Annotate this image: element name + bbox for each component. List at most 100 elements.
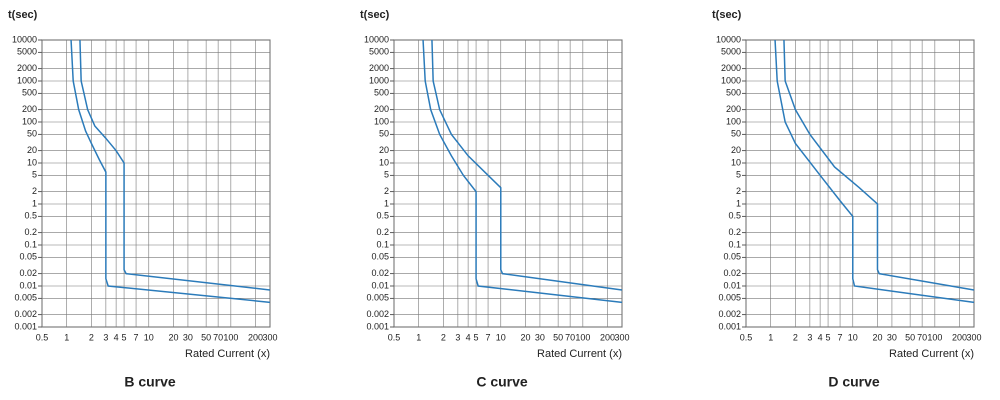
x-tick-label: 100 [927, 332, 942, 342]
y-tick-label: 20 [379, 145, 389, 155]
y-tick-label: 0.002 [718, 309, 741, 319]
x-tick-label: 1 [64, 332, 69, 342]
y-tick-label: 10000 [12, 34, 37, 44]
x-tick-label: 4 [466, 332, 471, 342]
x-tick-label: 7 [134, 332, 139, 342]
y-tick-label: 1000 [369, 75, 389, 85]
y-tick-label: 1 [384, 198, 389, 208]
y-tick-label: 50 [27, 129, 37, 139]
y-tick-label: 0.005 [14, 293, 37, 303]
y-tick-label: 5 [384, 170, 389, 180]
y-tick-label: 10 [731, 157, 741, 167]
y-tick-label: 500 [726, 88, 741, 98]
x-tick-label: 3 [455, 332, 460, 342]
x-tick-label: 20 [520, 332, 530, 342]
x-tick-label: 30 [887, 332, 897, 342]
x-tick-label: 300 [614, 332, 629, 342]
x-tick-label: 50 [905, 332, 915, 342]
x-tick-label: 5 [122, 332, 127, 342]
y-tick-label: 50 [379, 129, 389, 139]
plot-frame [393, 39, 623, 328]
trip-curve [70, 39, 271, 304]
y-tick-label: 200 [374, 104, 389, 114]
y-tick-label: 5 [736, 170, 741, 180]
y-tick-label: 0.001 [366, 321, 389, 331]
y-tick-label: 0.002 [366, 309, 389, 319]
y-tick-label: 1 [736, 198, 741, 208]
x-tick-label: 10 [496, 332, 506, 342]
y-tick-label: 200 [726, 104, 741, 114]
y-tick-label: 0.1 [728, 239, 741, 249]
y-tick-label: 5000 [721, 47, 741, 57]
y-tick-label: 1000 [17, 75, 37, 85]
trip-curve [774, 39, 975, 304]
y-tick-label: 0.05 [19, 252, 37, 262]
y-tick-label: 200 [22, 104, 37, 114]
y-tick-label: 2000 [17, 63, 37, 73]
y-tick-label: 1000 [721, 75, 741, 85]
y-tick-label: 0.005 [718, 293, 741, 303]
x-tick-label: 50 [201, 332, 211, 342]
y-tick-label: 10000 [716, 34, 741, 44]
y-tick-label: 0.001 [718, 321, 741, 331]
y-tick-label: 5000 [17, 47, 37, 57]
x-tick-label: 10 [144, 332, 154, 342]
x-tick-label: 70 [213, 332, 223, 342]
y-tick-label: 10 [27, 157, 37, 167]
plot-frame [41, 39, 271, 328]
x-tick-label: 0.5 [388, 332, 401, 342]
chart-caption: D curve [828, 374, 880, 390]
y-tick-label: 5000 [369, 47, 389, 57]
x-tick-label: 200 [600, 332, 615, 342]
y-tick-label: 500 [374, 88, 389, 98]
x-tick-label: 70 [917, 332, 927, 342]
x-tick-label: 2 [89, 332, 94, 342]
trip-curve [783, 39, 975, 291]
y-tick-label: 2 [736, 186, 741, 196]
y-tick-label: 0.2 [376, 227, 389, 237]
x-axis-label: Rated Current (x) [889, 348, 974, 360]
x-tick-label: 5 [474, 332, 479, 342]
y-tick-label: 100 [374, 116, 389, 126]
y-tick-label: 20 [27, 145, 37, 155]
y-axis-label: t(sec) [8, 9, 38, 21]
x-tick-label: 0.5 [36, 332, 49, 342]
y-tick-label: 0.02 [19, 268, 37, 278]
y-tick-label: 0.5 [376, 211, 389, 221]
x-tick-label: 100 [223, 332, 238, 342]
y-tick-label: 2000 [369, 63, 389, 73]
y-tick-label: 0.05 [371, 252, 389, 262]
x-tick-label: 200 [952, 332, 967, 342]
x-tick-label: 20 [872, 332, 882, 342]
y-tick-label: 0.5 [728, 211, 741, 221]
y-tick-label: 0.1 [376, 239, 389, 249]
x-axis-label: Rated Current (x) [185, 348, 270, 360]
x-tick-label: 3 [103, 332, 108, 342]
x-tick-label: 1 [768, 332, 773, 342]
y-tick-label: 2000 [721, 63, 741, 73]
x-axis-label: Rated Current (x) [537, 348, 622, 360]
y-tick-label: 0.02 [723, 268, 741, 278]
x-tick-label: 300 [262, 332, 277, 342]
y-tick-label: 0.005 [366, 293, 389, 303]
y-tick-label: 2 [32, 186, 37, 196]
x-tick-label: 2 [793, 332, 798, 342]
x-tick-label: 200 [248, 332, 263, 342]
trip-curve [422, 39, 623, 304]
trip-curve [431, 39, 623, 291]
y-axis-label: t(sec) [712, 9, 742, 21]
y-tick-label: 5 [32, 170, 37, 180]
x-tick-label: 1 [416, 332, 421, 342]
y-tick-label: 0.01 [371, 280, 389, 290]
y-tick-label: 0.05 [723, 252, 741, 262]
y-tick-label: 100 [22, 116, 37, 126]
x-tick-label: 100 [575, 332, 590, 342]
y-tick-label: 0.2 [24, 227, 37, 237]
y-tick-label: 10000 [364, 34, 389, 44]
y-tick-label: 10 [379, 157, 389, 167]
x-tick-label: 50 [553, 332, 563, 342]
x-tick-label: 7 [838, 332, 843, 342]
x-tick-label: 2 [441, 332, 446, 342]
y-tick-label: 0.01 [723, 280, 741, 290]
